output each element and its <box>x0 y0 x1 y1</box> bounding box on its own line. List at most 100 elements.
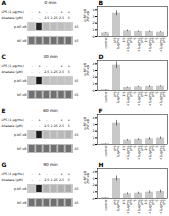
svg-text:p-NF-κB: p-NF-κB <box>14 133 27 137</box>
svg-text:p-NF-κB/NF-κB: p-NF-κB/NF-κB <box>83 117 90 130</box>
svg-text:5: 5 <box>68 70 70 74</box>
svg-text:1.25: 1.25 <box>51 70 58 74</box>
svg-text:2.5+1μg/mLLPS: 2.5+1μg/mLLPS <box>122 199 132 214</box>
svg-text:1.25: 1.25 <box>51 124 58 128</box>
svg-text:2.5+1μg/mLLPS: 2.5+1μg/mLLPS <box>144 91 154 106</box>
svg-text:-: - <box>32 124 33 128</box>
svg-text:0: 0 <box>92 143 94 147</box>
svg-text:5: 5 <box>68 124 70 128</box>
svg-text:65: 65 <box>75 133 79 137</box>
svg-text:1.25: 1.25 <box>51 178 58 182</box>
svg-text:-: - <box>46 10 47 14</box>
svg-text:3: 3 <box>92 123 94 127</box>
svg-text:+: + <box>67 10 70 14</box>
svg-text:2.5+1μg/mLLPS: 2.5+1μg/mLLPS <box>122 91 132 106</box>
svg-text:-: - <box>54 64 55 68</box>
svg-text:1: 1 <box>92 136 94 140</box>
svg-text:-: - <box>39 16 40 20</box>
svg-text:-: - <box>54 118 55 122</box>
svg-text:1: 1 <box>92 28 94 32</box>
svg-text:Anatase (μM): Anatase (μM) <box>2 124 23 128</box>
svg-text:2.5: 2.5 <box>44 178 49 182</box>
svg-text:-: - <box>46 118 47 122</box>
svg-text:control: control <box>104 199 108 210</box>
svg-text:p-NF-κB/NF-κB: p-NF-κB/NF-κB <box>83 171 90 184</box>
svg-text:p-NF-κB: p-NF-κB <box>14 25 27 29</box>
svg-text:-: - <box>32 178 33 182</box>
svg-text:65: 65 <box>75 79 79 83</box>
svg-text:control: control <box>104 145 108 156</box>
svg-text:NF-κB: NF-κB <box>17 39 26 43</box>
svg-text:-: - <box>32 64 33 68</box>
svg-text:2.5: 2.5 <box>59 70 64 74</box>
svg-text:p-NF-κB/NF-κB: p-NF-κB/NF-κB <box>83 63 90 76</box>
svg-text:-: - <box>32 70 33 74</box>
svg-text:5: 5 <box>68 178 70 182</box>
svg-text:+: + <box>60 172 63 176</box>
svg-text:-: - <box>54 172 55 176</box>
svg-text:p-NF-κB: p-NF-κB <box>14 187 27 191</box>
svg-text:2.5: 2.5 <box>44 70 49 74</box>
svg-text:-: - <box>32 172 33 176</box>
svg-text:65: 65 <box>75 93 79 97</box>
svg-text:+: + <box>38 118 41 122</box>
svg-text:F: F <box>99 108 103 114</box>
svg-text:B: B <box>99 0 104 6</box>
svg-text:p-NF-κB: p-NF-κB <box>14 79 27 83</box>
svg-text:Anatase (μM): Anatase (μM) <box>2 16 23 20</box>
svg-text:LPS (1 μg/mL): LPS (1 μg/mL) <box>2 118 24 122</box>
svg-text:LPS1μg/mL: LPS1μg/mL <box>113 37 120 49</box>
svg-text:5+1μg/mLLPS: 5+1μg/mLLPS <box>155 91 165 106</box>
svg-text:2.5: 2.5 <box>59 16 64 20</box>
svg-text:2.5: 2.5 <box>59 178 64 182</box>
svg-text:LPS (1 μg/mL): LPS (1 μg/mL) <box>2 64 24 68</box>
svg-text:4: 4 <box>92 170 94 174</box>
svg-text:1: 1 <box>92 82 94 86</box>
svg-text:H: H <box>99 162 104 168</box>
svg-text:65: 65 <box>75 187 79 191</box>
svg-text:2.5: 2.5 <box>44 124 49 128</box>
svg-text:Anatase (μM): Anatase (μM) <box>2 178 23 182</box>
svg-text:2: 2 <box>92 183 94 187</box>
svg-text:60 min: 60 min <box>43 108 58 113</box>
svg-text:+: + <box>38 64 41 68</box>
svg-text:-: - <box>32 10 33 14</box>
svg-text:5+1μg/mLLPS: 5+1μg/mLLPS <box>133 37 143 52</box>
svg-text:NF-κB: NF-κB <box>17 147 26 151</box>
svg-text:3: 3 <box>92 69 94 73</box>
svg-text:control: control <box>104 37 108 48</box>
svg-text:2.5+1μg/mLLPS: 2.5+1μg/mLLPS <box>144 145 154 160</box>
svg-text:-: - <box>39 124 40 128</box>
svg-text:0: 0 <box>92 35 94 39</box>
svg-text:5+1μg/mLLPS: 5+1μg/mLLPS <box>133 145 143 160</box>
svg-text:+: + <box>67 118 70 122</box>
svg-text:5+1μg/mLLPS: 5+1μg/mLLPS <box>133 91 143 106</box>
svg-text:3: 3 <box>92 177 94 181</box>
svg-text:2: 2 <box>92 129 94 133</box>
svg-text:2: 2 <box>92 75 94 79</box>
svg-text:E: E <box>2 108 6 114</box>
svg-text:2.5+1μg/mLLPS: 2.5+1μg/mLLPS <box>122 145 132 160</box>
svg-text:+: + <box>67 172 70 176</box>
svg-text:-: - <box>32 16 33 20</box>
svg-text:30 min: 30 min <box>43 54 58 59</box>
svg-text:5+1μg/mLLPS: 5+1μg/mLLPS <box>155 199 165 214</box>
svg-text:5+1μg/mLLPS: 5+1μg/mLLPS <box>155 145 165 160</box>
svg-text:-: - <box>32 118 33 122</box>
svg-text:A: A <box>2 0 7 6</box>
svg-text:LPS1μg/mL: LPS1μg/mL <box>113 199 120 211</box>
svg-text:65: 65 <box>75 25 79 29</box>
svg-text:0: 0 <box>92 197 94 201</box>
svg-text:4: 4 <box>92 8 94 12</box>
svg-text:5+1μg/mLLPS: 5+1μg/mLLPS <box>133 199 143 214</box>
svg-text:G: G <box>2 162 7 168</box>
svg-text:2.5+1μg/mLLPS: 2.5+1μg/mLLPS <box>144 199 154 214</box>
svg-text:-: - <box>39 70 40 74</box>
svg-text:-: - <box>39 178 40 182</box>
svg-text:+: + <box>38 172 41 176</box>
svg-text:0 min: 0 min <box>45 0 57 5</box>
svg-text:4: 4 <box>92 62 94 66</box>
svg-text:5+1μg/mLLPS: 5+1μg/mLLPS <box>155 37 165 52</box>
svg-text:Anatase (μM): Anatase (μM) <box>2 70 23 74</box>
svg-text:90 min: 90 min <box>43 162 58 167</box>
